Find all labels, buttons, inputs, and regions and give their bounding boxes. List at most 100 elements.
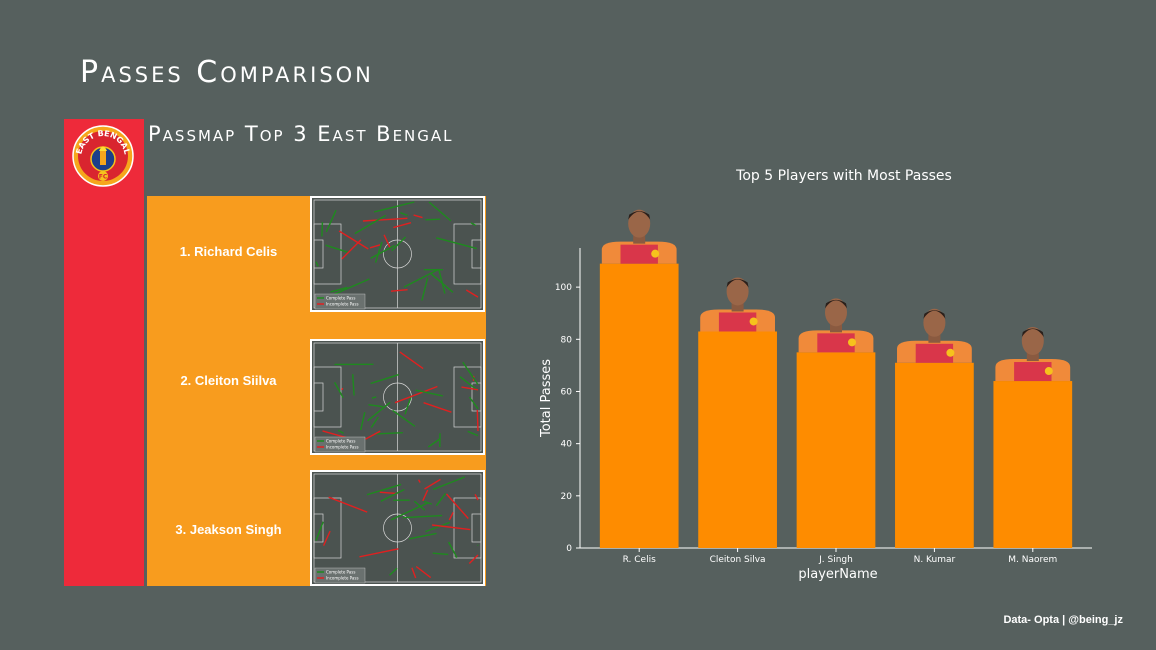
incomplete-pass xyxy=(383,234,391,249)
x-tick-label: J. Singh xyxy=(818,555,853,565)
player-photo xyxy=(798,298,874,353)
pitch-markings xyxy=(313,473,482,583)
incomplete-pass xyxy=(341,239,362,260)
complete-pass xyxy=(360,412,366,431)
incomplete-pass xyxy=(365,430,381,440)
svg-text:FC: FC xyxy=(99,174,108,181)
incomplete-pass xyxy=(432,524,471,531)
incomplete-pass xyxy=(461,386,479,391)
legend-complete-label: Complete Pass xyxy=(326,439,355,444)
complete-pass xyxy=(389,567,398,576)
legend-incomplete-label: Incomplete Pass xyxy=(326,576,359,581)
complete-pass xyxy=(413,500,426,511)
y-tick-label: 40 xyxy=(561,440,573,450)
x-axis-label: playerName xyxy=(798,567,877,582)
bar xyxy=(993,381,1073,548)
incomplete-pass xyxy=(423,402,452,413)
legend-incomplete-label: Incomplete Pass xyxy=(326,445,359,450)
chart-title: Top 5 Players with Most Passes xyxy=(735,168,952,184)
x-tick-label: M. Naorem xyxy=(1008,555,1057,565)
y-tick-label: 100 xyxy=(555,283,572,293)
incomplete-pass xyxy=(422,489,429,502)
incomplete-pass xyxy=(417,479,421,483)
passmap-player-label: 2. Cleiton Siilva xyxy=(180,373,277,388)
complete-pass xyxy=(333,382,344,399)
complete-pass xyxy=(373,201,415,213)
complete-pass xyxy=(421,277,429,301)
complete-pass xyxy=(402,514,443,519)
legend-complete-label: Complete Pass xyxy=(326,570,355,575)
player-photo xyxy=(897,308,972,363)
complete-pass xyxy=(366,483,402,496)
incomplete-pass xyxy=(474,493,479,501)
y-tick-label: 60 xyxy=(561,387,573,397)
complete-pass xyxy=(370,373,400,385)
incomplete-pass xyxy=(390,289,408,292)
complete-pass xyxy=(468,396,479,410)
complete-pass xyxy=(438,269,446,294)
complete-pass xyxy=(315,521,324,541)
complete-pass xyxy=(403,268,439,288)
complete-pass xyxy=(430,273,454,293)
complete-pass xyxy=(432,552,449,556)
incomplete-pass xyxy=(413,214,423,219)
complete-pass xyxy=(400,212,408,217)
legend-incomplete-label: Incomplete Pass xyxy=(326,302,359,307)
bar xyxy=(599,263,679,548)
legend-complete-label: Complete Pass xyxy=(326,296,355,301)
data-credit: Data- Opta | @being_jz xyxy=(1003,614,1123,626)
complete-pass xyxy=(354,214,387,235)
complete-pass xyxy=(380,488,405,502)
incomplete-pass xyxy=(448,511,454,521)
complete-pass xyxy=(391,236,406,252)
incomplete-pass xyxy=(359,548,399,558)
complete-pass xyxy=(427,438,441,448)
incomplete-pass xyxy=(322,530,331,546)
complete-pass xyxy=(423,500,433,505)
complete-pass xyxy=(370,416,379,428)
complete-pass xyxy=(390,502,429,521)
incomplete-pass xyxy=(394,385,438,404)
pitch-markings xyxy=(313,199,482,309)
complete-pass xyxy=(321,222,324,237)
complete-pass xyxy=(436,237,477,250)
complete-pass xyxy=(325,244,350,254)
passmap-player-label: 1. Richard Celis xyxy=(179,244,278,259)
x-tick-label: Cleiton Silva xyxy=(710,555,766,565)
y-tick-label: 0 xyxy=(566,544,572,554)
bar xyxy=(698,331,777,548)
complete-pass xyxy=(425,521,450,533)
incomplete-pass xyxy=(379,491,398,495)
bar xyxy=(796,352,876,548)
incomplete-pass xyxy=(369,244,381,249)
complete-pass xyxy=(428,201,452,222)
player-photo xyxy=(700,277,775,332)
complete-pass xyxy=(459,376,478,391)
complete-pass xyxy=(325,209,337,233)
passmap-player-label: 3. Jeakson Singh xyxy=(175,522,282,537)
passmap-subtitle: Passmap Top 3 East Bengal xyxy=(148,122,454,146)
complete-pass xyxy=(408,532,437,540)
complete-pass xyxy=(404,395,413,415)
player-photo xyxy=(601,209,677,264)
y-tick-label: 20 xyxy=(561,492,573,502)
complete-pass xyxy=(374,241,383,263)
complete-pass xyxy=(371,396,377,399)
incomplete-pass xyxy=(411,567,417,579)
incomplete-pass xyxy=(468,554,479,565)
complete-pass xyxy=(432,476,466,491)
x-tick-label: R. Celis xyxy=(623,555,656,565)
incomplete-pass xyxy=(445,493,469,519)
complete-pass xyxy=(470,222,477,227)
complete-pass xyxy=(368,404,384,408)
incomplete-pass xyxy=(415,565,432,579)
complete-pass xyxy=(352,374,355,396)
complete-pass xyxy=(376,432,403,435)
y-tick-label: 80 xyxy=(561,335,573,345)
incomplete-pass xyxy=(424,478,441,490)
